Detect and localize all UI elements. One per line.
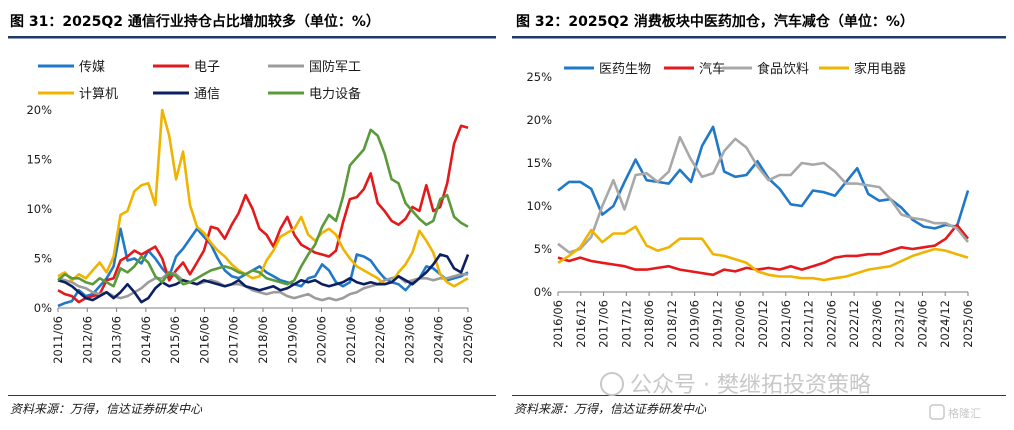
- y-tick-label: 15%: [526, 156, 552, 170]
- x-tick-label: 2022/06: [373, 316, 387, 364]
- x-tick-label: 2017/06: [227, 316, 241, 364]
- legend-label: 计算机: [79, 87, 118, 102]
- legend-label: 家用电器: [854, 61, 906, 77]
- chart-32: 0% 5% 10% 15% 20% 25% 2016/06 2016/12 2017/06 201…: [526, 61, 975, 348]
- y-tick-label: 20%: [26, 103, 52, 117]
- y-tick-label: 15%: [26, 153, 52, 167]
- x-tick-label: 2025/06: [961, 300, 975, 348]
- chart-31: 0% 5% 10% 15% 20% 2011/06 2012/06 2013/06 2014/0…: [26, 59, 475, 364]
- x-tick-label: 2023/06: [870, 300, 884, 348]
- x-tick-label: 2017/06: [597, 300, 611, 348]
- x-tick-label: 2014/06: [139, 316, 153, 364]
- chart-32-title-rule: [512, 36, 1006, 39]
- x-tick-label: 2022/06: [824, 300, 838, 348]
- legend-label: 食品饮料: [757, 61, 809, 77]
- x-tick-label: 2019/06: [285, 316, 299, 364]
- legend-label: 电子: [194, 60, 220, 75]
- x-tick-label: 2019/12: [710, 300, 724, 348]
- chart-31-source: 资料来源：万得，信达证券研发中心: [10, 402, 203, 416]
- x-tick-label: 2016/06: [551, 300, 565, 348]
- x-tick-label: 2012/06: [80, 316, 94, 364]
- series-line-电力设备: [57, 128, 469, 288]
- x-tick-label: 2011/06: [51, 316, 65, 364]
- series-line-医药生物: [557, 125, 970, 230]
- y-tick-label: 20%: [526, 113, 552, 127]
- y-tick-label: 10%: [526, 199, 552, 213]
- chart-32-title: 图 32：2025Q2 消费板块中医药加仓，汽车减仓（单位：%）: [516, 13, 914, 30]
- x-tick-label: 2023/06: [402, 316, 416, 364]
- y-tick-label: 10%: [26, 202, 52, 216]
- x-tick-label: 2024/12: [938, 300, 952, 348]
- chart-31-title-rule: [8, 36, 496, 39]
- x-tick-label: 2025/06: [461, 316, 475, 364]
- chart-32-source: 资料来源：万得，信达证券研发中心: [514, 402, 707, 416]
- x-tick-label: 2018/12: [665, 300, 679, 348]
- x-tick-label: 2016/12: [574, 300, 588, 348]
- gelonghui-logo-icon: [929, 404, 945, 420]
- x-tick-label: 2016/06: [197, 316, 211, 364]
- watermark-logo-text: 格隆汇: [948, 406, 981, 420]
- legend-label: 传媒: [79, 60, 105, 75]
- x-tick-label: 2013/06: [110, 316, 124, 364]
- legend-label: 国防军工: [309, 59, 361, 75]
- legend-label: 电力设备: [309, 86, 361, 102]
- wechat-icon: [600, 372, 624, 396]
- x-tick-label: 2021/06: [344, 316, 358, 364]
- x-tick-label: 2021/06: [779, 300, 793, 348]
- x-tick-label: 2024/06: [432, 316, 446, 364]
- x-tick-label: 2018/06: [642, 300, 656, 348]
- y-tick-label: 0%: [34, 301, 52, 315]
- series-line-计算机: [57, 108, 469, 288]
- chart-31-title: 图 31：2025Q2 通信行业持仓占比增加较多（单位：%）: [10, 13, 380, 30]
- series-line-电子: [57, 124, 469, 304]
- x-tick-label: 2019/06: [688, 300, 702, 348]
- y-tick-label: 5%: [34, 252, 52, 266]
- watermark-text: 公众号 · 樊继拓投资策略: [630, 373, 871, 398]
- series-line-通信: [57, 253, 470, 304]
- y-tick-label: 25%: [526, 70, 552, 84]
- series-line-家用电器: [557, 225, 969, 282]
- x-tick-label: 2020/12: [756, 300, 770, 348]
- y-tick-label: 0%: [534, 285, 552, 299]
- x-tick-label: 2017/12: [619, 300, 633, 348]
- x-tick-label: 2020/06: [733, 300, 747, 348]
- x-tick-label: 2021/12: [802, 300, 816, 348]
- legend-label: 医药生物: [599, 62, 651, 77]
- x-tick-label: 2024/06: [915, 300, 929, 348]
- watermark: 公众号 · 樊继拓投资策略 格隆汇: [600, 372, 981, 420]
- series-line-汽车: [557, 223, 970, 277]
- chart-32-footer-rule: [512, 395, 1006, 396]
- x-tick-label: 2018/06: [256, 316, 270, 364]
- legend-label: 通信: [194, 87, 220, 102]
- legend-label: 汽车: [699, 61, 725, 77]
- x-tick-label: 2015/06: [168, 316, 182, 364]
- chart-31-footer-rule: [8, 395, 496, 396]
- x-tick-label: 2022/12: [847, 300, 861, 348]
- y-tick-label: 5%: [534, 242, 552, 256]
- x-tick-label: 2020/06: [315, 316, 329, 364]
- series-line-食品饮料: [557, 135, 970, 254]
- x-tick-label: 2023/12: [893, 300, 907, 348]
